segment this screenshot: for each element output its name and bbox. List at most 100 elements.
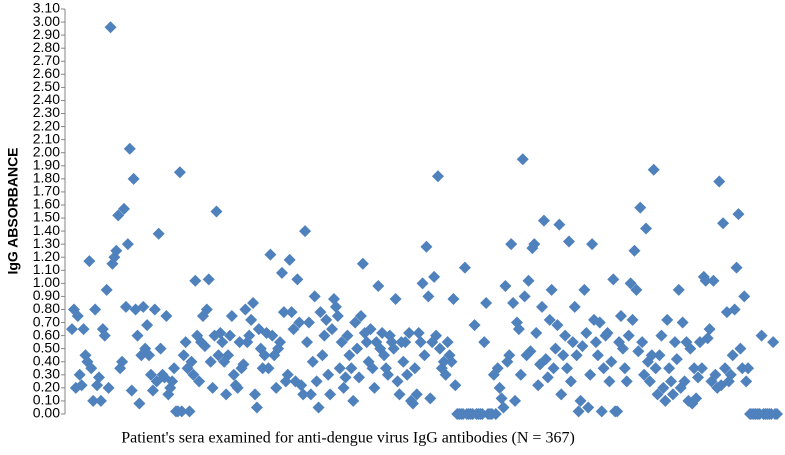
y-tick-label: 1.60 <box>33 196 60 212</box>
data-point <box>175 405 188 418</box>
data-point <box>607 273 620 286</box>
data-point <box>584 368 597 381</box>
y-tick-label: 0.50 <box>33 339 60 355</box>
y-tick-label: 2.80 <box>33 39 60 55</box>
data-point <box>516 153 529 166</box>
data-point <box>728 303 741 316</box>
data-point <box>536 300 548 313</box>
data-point <box>314 306 327 319</box>
y-tick-label: 2.20 <box>33 117 60 133</box>
data-point <box>179 336 192 349</box>
data-point <box>247 296 260 309</box>
data-point <box>220 388 233 401</box>
data-point <box>121 238 134 251</box>
data-point <box>632 345 645 358</box>
data-point <box>433 342 446 355</box>
data-point <box>102 381 115 394</box>
data-point <box>547 362 560 375</box>
y-tick-label: 0.00 <box>33 405 60 421</box>
data-point <box>381 368 394 381</box>
data-point <box>692 371 705 384</box>
data-point <box>372 279 385 292</box>
data-point <box>200 303 213 316</box>
data-point <box>141 319 154 332</box>
data-point <box>499 279 512 292</box>
data-point <box>740 375 753 388</box>
data-point <box>703 323 716 336</box>
data-point <box>734 342 747 355</box>
data-point <box>497 401 510 414</box>
data-point <box>597 362 610 375</box>
data-point <box>665 375 678 388</box>
data-point <box>337 381 350 394</box>
data-point <box>676 316 689 329</box>
data-point <box>287 323 300 336</box>
data-point <box>493 381 506 394</box>
data-point <box>198 340 211 353</box>
data-point <box>258 349 271 362</box>
data-point <box>270 381 283 394</box>
data-point <box>522 274 535 287</box>
data-point <box>595 405 608 418</box>
data-point <box>541 371 554 384</box>
data-point <box>589 336 602 349</box>
data-point <box>320 313 333 326</box>
data-point <box>518 290 531 303</box>
y-tick-label: 0.20 <box>33 379 60 395</box>
data-point <box>431 170 444 183</box>
data-point <box>227 368 240 381</box>
data-point <box>495 392 508 405</box>
data-point <box>285 306 298 319</box>
y-tick-label: 2.10 <box>33 130 60 146</box>
data-point <box>543 313 556 326</box>
data-point <box>245 313 258 326</box>
data-point <box>222 349 235 362</box>
data-point <box>624 277 637 290</box>
data-point <box>643 375 656 388</box>
data-point <box>87 394 100 407</box>
data-point <box>678 375 691 388</box>
data-point <box>202 273 215 286</box>
data-point <box>216 336 229 349</box>
data-point <box>603 375 616 388</box>
data-point <box>688 362 701 375</box>
data-point <box>530 327 543 339</box>
data-point <box>628 244 641 257</box>
data-point <box>449 379 462 392</box>
data-point <box>634 201 647 214</box>
data-point <box>98 329 111 342</box>
y-axis-label: IgG ABSORBANCE <box>5 147 21 274</box>
data-point <box>586 238 599 251</box>
y-tick-label: 1.40 <box>33 222 60 238</box>
data-point <box>549 342 562 355</box>
data-point <box>302 316 315 329</box>
y-tick-label: 2.30 <box>33 104 60 120</box>
data-point <box>264 248 277 261</box>
data-point <box>301 336 313 349</box>
data-point <box>389 293 402 306</box>
data-point <box>324 388 337 401</box>
data-point <box>591 349 604 362</box>
y-tick-label: 0.60 <box>33 326 60 342</box>
data-point <box>160 310 173 323</box>
data-point <box>189 274 202 287</box>
y-tick-label: 1.30 <box>33 235 60 251</box>
data-point <box>422 290 435 303</box>
data-point <box>193 375 206 388</box>
data-point <box>730 261 743 274</box>
data-point <box>601 327 614 339</box>
data-point <box>539 353 552 366</box>
data-point <box>339 371 352 384</box>
data-point <box>131 329 144 342</box>
data-point <box>177 349 190 362</box>
data-point <box>354 310 367 323</box>
data-point <box>243 329 256 342</box>
data-point <box>100 283 113 296</box>
y-tick-label: 1.80 <box>33 170 60 186</box>
data-point <box>304 388 317 401</box>
data-point <box>318 329 331 342</box>
data-point <box>441 336 454 349</box>
data-point <box>75 379 88 392</box>
y-tick-label: 1.10 <box>33 261 60 277</box>
